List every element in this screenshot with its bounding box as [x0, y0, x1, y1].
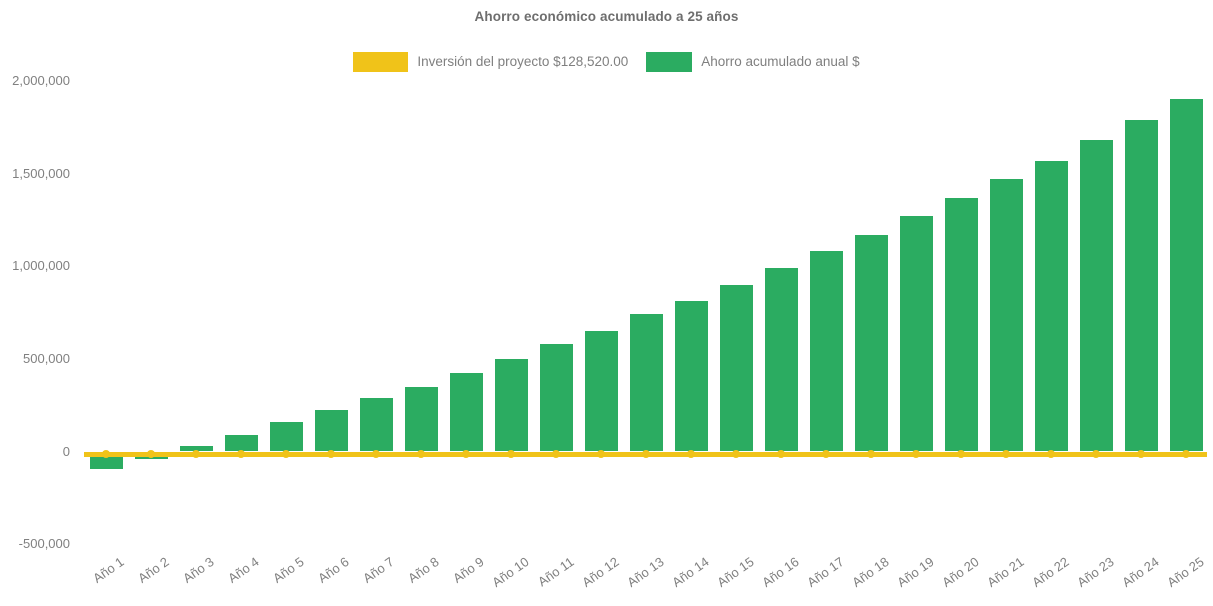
- x-axis-label-ano-8: Año 8: [405, 554, 442, 586]
- x-axis-label-ano-19: Año 19: [894, 554, 937, 590]
- line-marker-ano-2: [147, 450, 155, 459]
- bar-ano-25: [1169, 98, 1203, 452]
- bar-ano-6: [314, 409, 348, 452]
- chart-title: Ahorro económico acumulado a 25 años: [474, 9, 739, 24]
- bar-ano-24: [1124, 120, 1158, 452]
- line-marker-ano-6: [327, 450, 335, 459]
- x-axis-label-ano-23: Año 23: [1074, 554, 1117, 590]
- line-marker-ano-24: [1137, 450, 1145, 459]
- line-marker-ano-23: [1092, 450, 1100, 459]
- y-axis-tick-label: 0: [62, 443, 70, 459]
- x-axis-label-ano-24: Año 24: [1119, 554, 1162, 590]
- bar-ano-15: [719, 284, 753, 452]
- line-marker-ano-25: [1182, 450, 1190, 459]
- x-axis-label-ano-13: Año 13: [624, 554, 667, 590]
- bar-ano-8: [404, 386, 438, 452]
- bar-ano-7: [359, 397, 393, 452]
- x-axis-label-ano-6: Año 6: [315, 554, 352, 586]
- x-axis-label-ano-17: Año 17: [804, 554, 847, 590]
- x-axis-label-ano-11: Año 11: [535, 554, 577, 590]
- x-axis-label-ano-16: Año 16: [759, 554, 802, 590]
- bar-ano-5: [269, 421, 303, 452]
- x-axis-label-ano-3: Año 3: [180, 554, 217, 586]
- x-axis-label-ano-1: Año 1: [90, 554, 127, 586]
- x-axis-label-ano-5: Año 5: [270, 554, 307, 586]
- y-axis-tick-label: 500,000: [23, 350, 70, 366]
- x-axis-label-ano-21: Año 21: [984, 554, 1027, 590]
- legend-item-ahorro: Ahorro acumulado anual $: [646, 52, 860, 72]
- x-axis-label-ano-20: Año 20: [939, 554, 982, 590]
- x-axis-label-ano-4: Año 4: [225, 554, 262, 586]
- x-axis-label-ano-25: Año 25: [1164, 554, 1207, 590]
- bar-ano-3: [179, 445, 213, 452]
- bar-ano-17: [809, 250, 843, 452]
- line-marker-ano-22: [1047, 450, 1055, 459]
- legend-swatch-inversion: [353, 52, 409, 72]
- bar-ano-18: [854, 234, 888, 452]
- line-marker-ano-8: [417, 450, 425, 459]
- y-axis-tick-label: -500,000: [18, 536, 70, 552]
- bar-ano-21: [989, 179, 1023, 452]
- y-axis-tick-label: 1,500,000: [12, 165, 70, 181]
- y-axis-tick-label: 2,000,000: [12, 73, 70, 89]
- line-marker-ano-16: [777, 450, 785, 459]
- line-marker-ano-4: [237, 450, 245, 459]
- bar-ano-19: [899, 216, 933, 452]
- line-marker-ano-19: [912, 450, 920, 459]
- bar-ano-4: [224, 434, 258, 452]
- line-marker-ano-13: [642, 450, 650, 459]
- bar-ano-16: [764, 268, 798, 452]
- x-axis-label-ano-10: Año 10: [489, 554, 532, 590]
- bar-ano-10: [494, 358, 528, 452]
- line-marker-ano-10: [507, 450, 515, 459]
- x-axis-label-ano-14: Año 14: [669, 554, 712, 590]
- bar-ano-20: [944, 197, 978, 452]
- bar-ano-23: [1079, 140, 1113, 452]
- x-axis-label-ano-22: Año 22: [1029, 554, 1072, 590]
- x-axis-label-ano-2: Año 2: [135, 554, 172, 586]
- x-axis-label-ano-15: Año 15: [714, 554, 757, 590]
- x-axis-label-ano-7: Año 7: [360, 554, 397, 586]
- bar-ano-12: [584, 331, 618, 452]
- legend-label-inversion: Inversión del proyecto $128,520.00: [417, 54, 629, 69]
- line-marker-ano-5: [282, 450, 290, 459]
- line-marker-ano-20: [957, 450, 965, 459]
- line-marker-ano-1: [102, 450, 110, 459]
- y-axis-tick-label: 1,000,000: [12, 258, 70, 274]
- line-marker-ano-3: [192, 450, 200, 459]
- bar-ano-13: [629, 314, 663, 452]
- legend-label-ahorro: Ahorro acumulado anual $: [701, 54, 860, 69]
- line-marker-ano-12: [597, 450, 605, 459]
- bar-ano-9: [449, 372, 483, 452]
- line-marker-ano-14: [687, 450, 695, 459]
- bar-ano-22: [1034, 160, 1068, 452]
- bar-ano-14: [674, 300, 708, 452]
- x-axis-label-ano-12: Año 12: [579, 554, 622, 590]
- line-marker-ano-9: [462, 450, 470, 459]
- legend-item-inversion: Inversión del proyecto $128,520.00: [353, 52, 628, 72]
- x-axis-label-ano-18: Año 18: [849, 554, 892, 590]
- line-marker-ano-11: [552, 450, 560, 459]
- x-axis-label-ano-9: Año 9: [450, 554, 487, 586]
- legend: Inversión del proyecto $128,520.00 Ahorr…: [0, 52, 1213, 72]
- line-marker-ano-7: [372, 450, 380, 459]
- line-marker-ano-15: [732, 450, 740, 459]
- line-marker-ano-21: [1002, 450, 1010, 459]
- bar-ano-11: [539, 344, 573, 452]
- legend-swatch-ahorro: [646, 52, 693, 72]
- line-marker-ano-18: [867, 450, 875, 459]
- line-marker-ano-17: [822, 450, 830, 459]
